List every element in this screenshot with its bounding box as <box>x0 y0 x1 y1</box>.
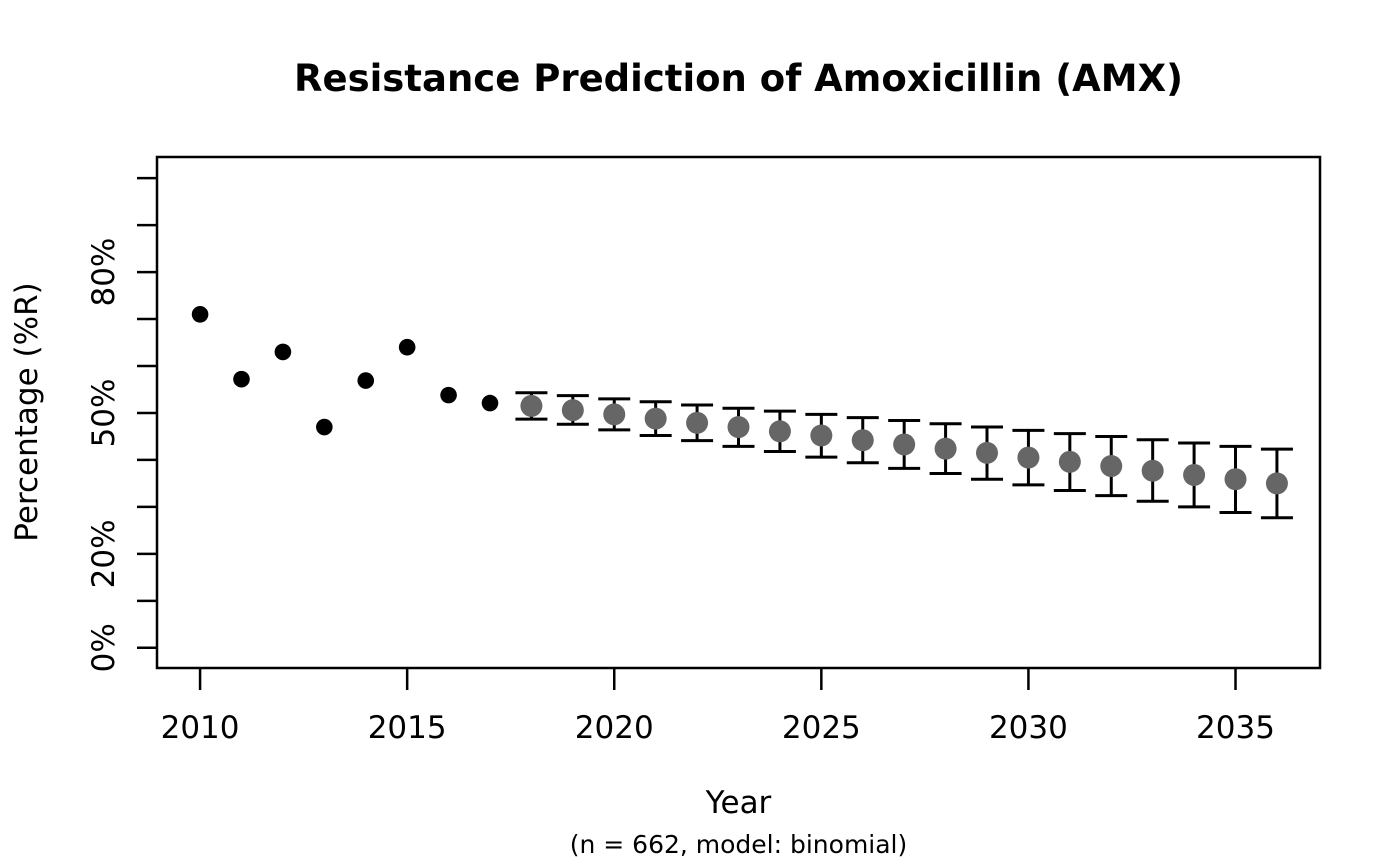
x-tick-label: 2035 <box>1196 710 1275 746</box>
predicted-point <box>851 429 874 452</box>
observed-point <box>357 372 375 389</box>
x-tick-label: 2010 <box>161 710 240 746</box>
predicted-point <box>934 437 957 460</box>
predicted-point <box>1224 468 1247 491</box>
observed-point <box>274 343 292 361</box>
predicted-point <box>520 394 543 417</box>
predicted-point <box>976 441 999 464</box>
predicted-point <box>1141 459 1164 482</box>
x-tick-label: 2030 <box>989 710 1068 746</box>
predicted-point <box>1100 455 1123 478</box>
predicted-point <box>561 399 584 422</box>
predicted-point <box>1058 450 1081 473</box>
chart-subtitle: (n = 662, model: binomial) <box>569 830 908 859</box>
y-tick-label: 20% <box>86 519 122 588</box>
predicted-point <box>1017 446 1040 469</box>
predicted-point <box>768 420 791 443</box>
x-tick-label: 2025 <box>782 710 861 746</box>
predicted-point <box>603 403 626 426</box>
predicted-point <box>1183 463 1206 486</box>
observed-point <box>398 338 416 356</box>
y-tick-label: 80% <box>86 238 122 307</box>
predicted-point <box>644 407 667 430</box>
x-tick-label: 2020 <box>575 710 654 746</box>
y-tick-label: 0% <box>86 623 122 672</box>
observed-point <box>481 394 499 412</box>
predicted-point <box>727 416 750 439</box>
observed-point <box>316 418 333 436</box>
observed-point <box>191 306 209 323</box>
observed-point <box>233 370 250 388</box>
x-tick-label: 2015 <box>368 710 447 746</box>
y-tick-label: 50% <box>86 379 122 448</box>
predicted-point <box>810 424 833 447</box>
predicted-point <box>893 433 916 456</box>
chart-title: Resistance Prediction of Amoxicillin (AM… <box>293 57 1184 100</box>
predicted-point <box>1265 472 1288 495</box>
x-axis-title: Year <box>705 785 772 821</box>
predicted-point <box>686 411 709 434</box>
observed-point <box>440 386 457 404</box>
